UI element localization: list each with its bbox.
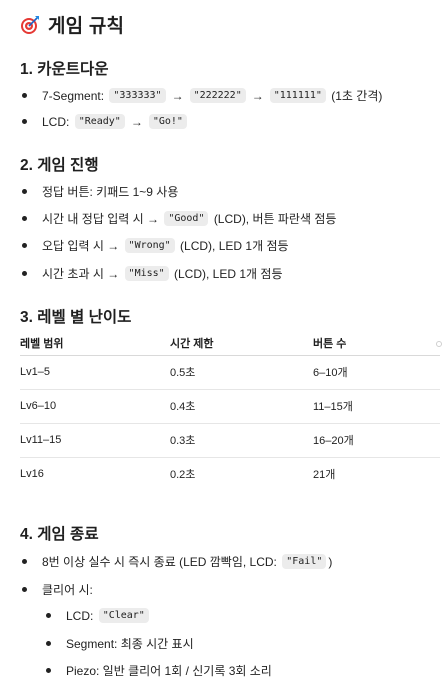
arrow-icon: → (130, 114, 143, 129)
inline-code: "Clear" (98, 608, 149, 623)
table-header-row: 레벨 범위 시간 제한 버튼 수 (20, 333, 440, 356)
column-header: 시간 제한 (170, 333, 313, 356)
table-row: Lv16 0.2초 21개 (20, 456, 440, 491)
list-item: LCD: "Ready" → "Go!" (22, 114, 189, 129)
bullet-dot (22, 93, 27, 98)
item-text: 시간 초과 시 → (42, 267, 120, 281)
list-item: 시간 초과 시 → "Miss" (LCD), LED 1개 점등 (22, 265, 283, 282)
item-label: LCD: (42, 114, 70, 129)
bullet-dot (46, 668, 51, 673)
table-cell: 0.5초 (170, 354, 313, 389)
bullet-dot (22, 271, 27, 276)
bullet-dot (22, 587, 27, 592)
sub-list-item: LCD: "Clear" (46, 608, 151, 623)
item-text: ) (328, 554, 333, 569)
column-header: 레벨 범위 (20, 333, 170, 356)
list-item: 정답 버튼: 키패드 1~9 사용 (22, 183, 178, 200)
table-cell: 11–15개 (313, 388, 440, 423)
section-heading-levels: 3. 레벨 별 난이도 (20, 309, 132, 326)
bullet-dot (22, 216, 27, 221)
inline-code: "Ready" (74, 114, 125, 129)
table-cell: Lv11–15 (20, 422, 170, 457)
sub-list-item: Segment: 최종 시간 표시 (46, 635, 194, 652)
item-note: (1초 간격) (331, 89, 383, 103)
bullet-dot (22, 119, 27, 124)
bullet-dot (22, 243, 27, 248)
inline-code: "Miss" (124, 266, 169, 281)
column-resize-handle[interactable] (436, 341, 442, 347)
table-cell: Lv1–5 (20, 354, 170, 389)
item-text: (LCD), LED 1개 점등 (174, 267, 283, 281)
table-row: Lv11–15 0.3초 16–20개 (20, 422, 440, 457)
table-cell: Lv6–10 (20, 388, 170, 423)
sub-list-item: Piezo: 일반 클리어 1회 / 신기록 3회 소리 (46, 662, 272, 679)
item-text: (LCD), 버튼 파란색 점등 (213, 212, 337, 226)
table-row: Lv6–10 0.4초 11–15개 (20, 388, 440, 423)
item-text: Segment: 최종 시간 표시 (66, 637, 194, 651)
item-text: 시간 내 정답 입력 시 → (42, 212, 159, 226)
list-item: 8번 이상 실수 시 즉시 종료 (LED 깜빡임, LCD: "Fail" ) (22, 553, 332, 570)
item-text: 클리어 시: (42, 583, 93, 597)
arrow-icon: → (171, 88, 184, 103)
inline-code: "Wrong" (124, 238, 175, 253)
table-cell: 0.3초 (170, 422, 313, 457)
item-text: (LCD), LED 1개 점등 (180, 239, 289, 253)
list-item: 시간 내 정답 입력 시 → "Good" (LCD), 버튼 파란색 점등 (22, 210, 336, 227)
bullet-dot (46, 613, 51, 618)
inline-code: "Fail" (282, 554, 327, 569)
arrow-icon: → (251, 88, 264, 103)
inline-code: "333333" (109, 88, 166, 103)
inline-code: "222222" (189, 88, 246, 103)
table-cell: Lv16 (20, 456, 170, 491)
list-item: 7-Segment: "333333" → "222222" → "111111… (22, 87, 382, 104)
difficulty-table: 레벨 범위 시간 제한 버튼 수 Lv1–5 0.5초 6–10개 Lv6–10… (20, 333, 440, 491)
section-heading-end: 4. 게임 종료 (20, 526, 99, 543)
inline-code: "Go!" (148, 114, 187, 129)
item-text: 정답 버튼: 키패드 1~9 사용 (42, 185, 179, 199)
list-item: 클리어 시: (22, 581, 93, 598)
table-cell: 16–20개 (313, 422, 440, 457)
list-item: 오답 입력 시 → "Wrong" (LCD), LED 1개 점등 (22, 237, 289, 254)
item-text: Piezo: 일반 클리어 1회 / 신기록 3회 소리 (66, 664, 272, 678)
column-header: 버튼 수 (313, 333, 440, 356)
target-icon (20, 15, 40, 35)
table-cell: 0.4초 (170, 388, 313, 423)
item-label: 7-Segment: (42, 88, 105, 103)
bullet-dot (46, 641, 51, 646)
table-row: Lv1–5 0.5초 6–10개 (20, 354, 440, 389)
bullet-dot (22, 559, 27, 564)
section-heading-progress: 2. 게임 진행 (20, 157, 99, 174)
item-text: LCD: (66, 608, 94, 623)
bullet-dot (22, 189, 27, 194)
inline-code: "Good" (164, 211, 209, 226)
table-cell: 6–10개 (313, 354, 440, 389)
inline-code: "111111" (269, 88, 326, 103)
section-heading-countdown: 1. 카운트다운 (20, 61, 109, 78)
item-text: 8번 이상 실수 시 즉시 종료 (LED 깜빡임, LCD: (42, 555, 277, 569)
item-text: 오답 입력 시 → (42, 239, 120, 253)
document-title: 게임 규칙 (20, 11, 124, 38)
table-cell: 21개 (313, 456, 440, 491)
table-cell: 0.2초 (170, 456, 313, 491)
page-title: 게임 규칙 (48, 16, 125, 37)
